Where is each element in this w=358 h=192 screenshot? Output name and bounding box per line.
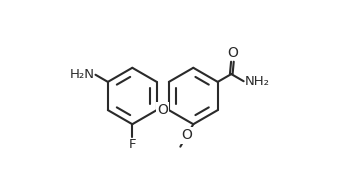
Text: F: F: [129, 138, 136, 151]
Text: O: O: [158, 103, 168, 117]
Text: O: O: [182, 128, 192, 142]
Text: O: O: [227, 46, 238, 60]
Text: H₂N: H₂N: [69, 68, 95, 81]
Text: NH₂: NH₂: [245, 75, 270, 88]
